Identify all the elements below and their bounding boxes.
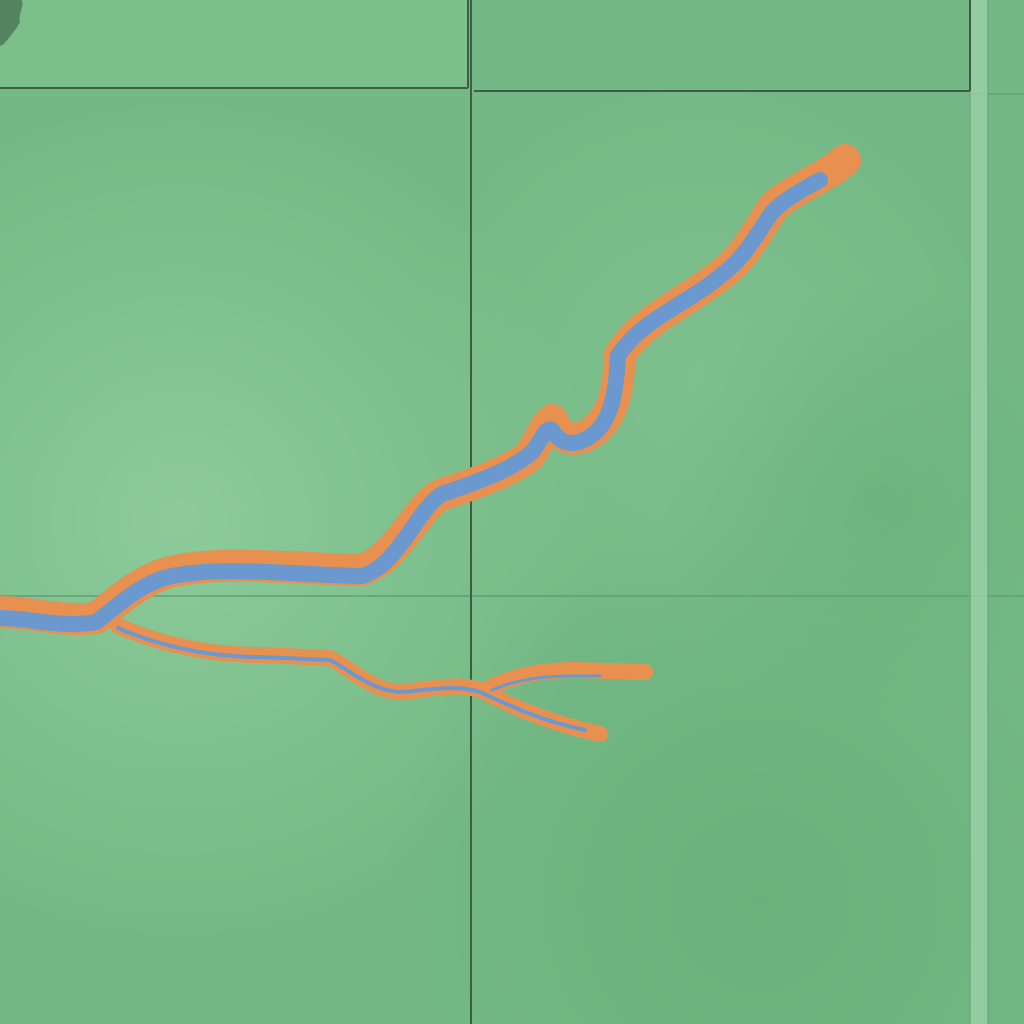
river-main-water — [0, 172, 828, 632]
river-fork-water — [490, 674, 602, 692]
river-branch-water — [116, 626, 587, 732]
forest-icon — [0, 0, 23, 46]
river-water — [0, 172, 828, 732]
margin-strip — [970, 0, 988, 1024]
top-left-tile-tint — [0, 0, 468, 88]
boundary-lines — [0, 0, 971, 1024]
map-edge-strip — [969, 0, 989, 1024]
river-fork-casing — [477, 662, 653, 698]
